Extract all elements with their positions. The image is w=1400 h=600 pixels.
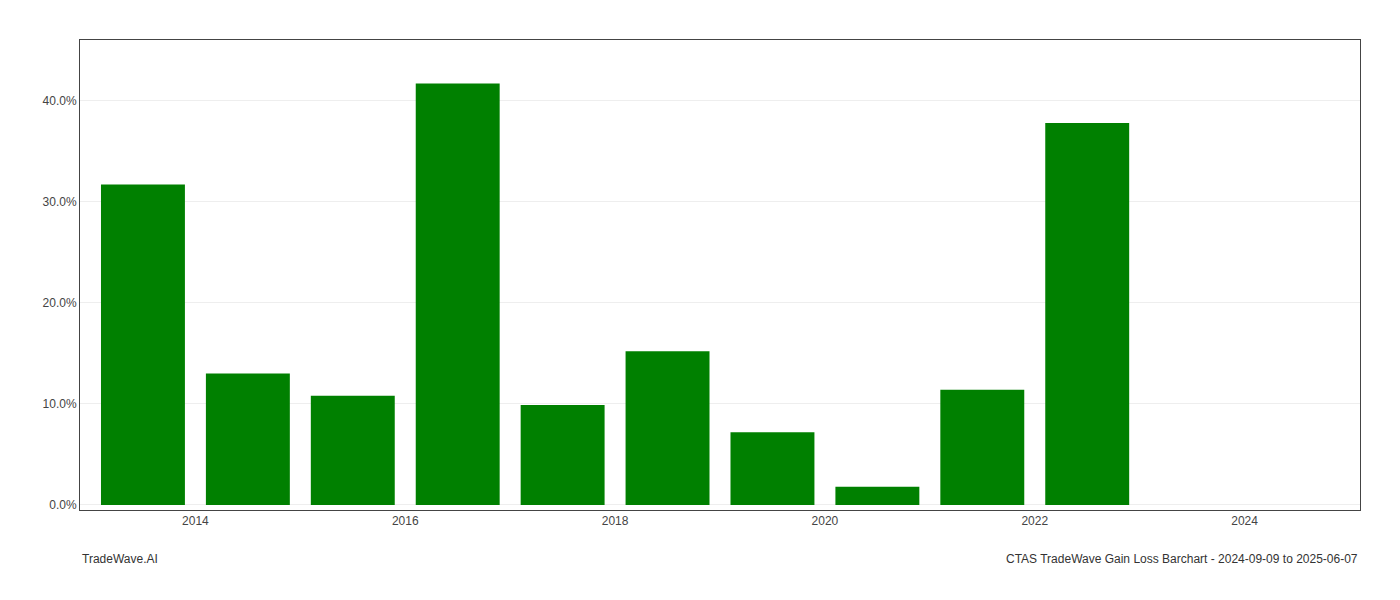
svg-text:CTAS TradeWave Gain Loss Barch: CTAS TradeWave Gain Loss Barchart - 2024…	[1006, 552, 1358, 566]
svg-text:20.0%: 20.0%	[43, 296, 77, 310]
svg-text:2014: 2014	[182, 514, 209, 528]
svg-text:2020: 2020	[812, 514, 839, 528]
svg-text:TradeWave.AI: TradeWave.AI	[82, 552, 158, 566]
svg-text:40.0%: 40.0%	[43, 94, 77, 108]
svg-text:2016: 2016	[392, 514, 419, 528]
svg-text:2018: 2018	[602, 514, 629, 528]
svg-text:30.0%: 30.0%	[43, 195, 77, 209]
svg-text:2022: 2022	[1021, 514, 1048, 528]
svg-text:2024: 2024	[1231, 514, 1258, 528]
svg-text:10.0%: 10.0%	[43, 397, 77, 411]
svg-text:0.0%: 0.0%	[49, 498, 77, 512]
